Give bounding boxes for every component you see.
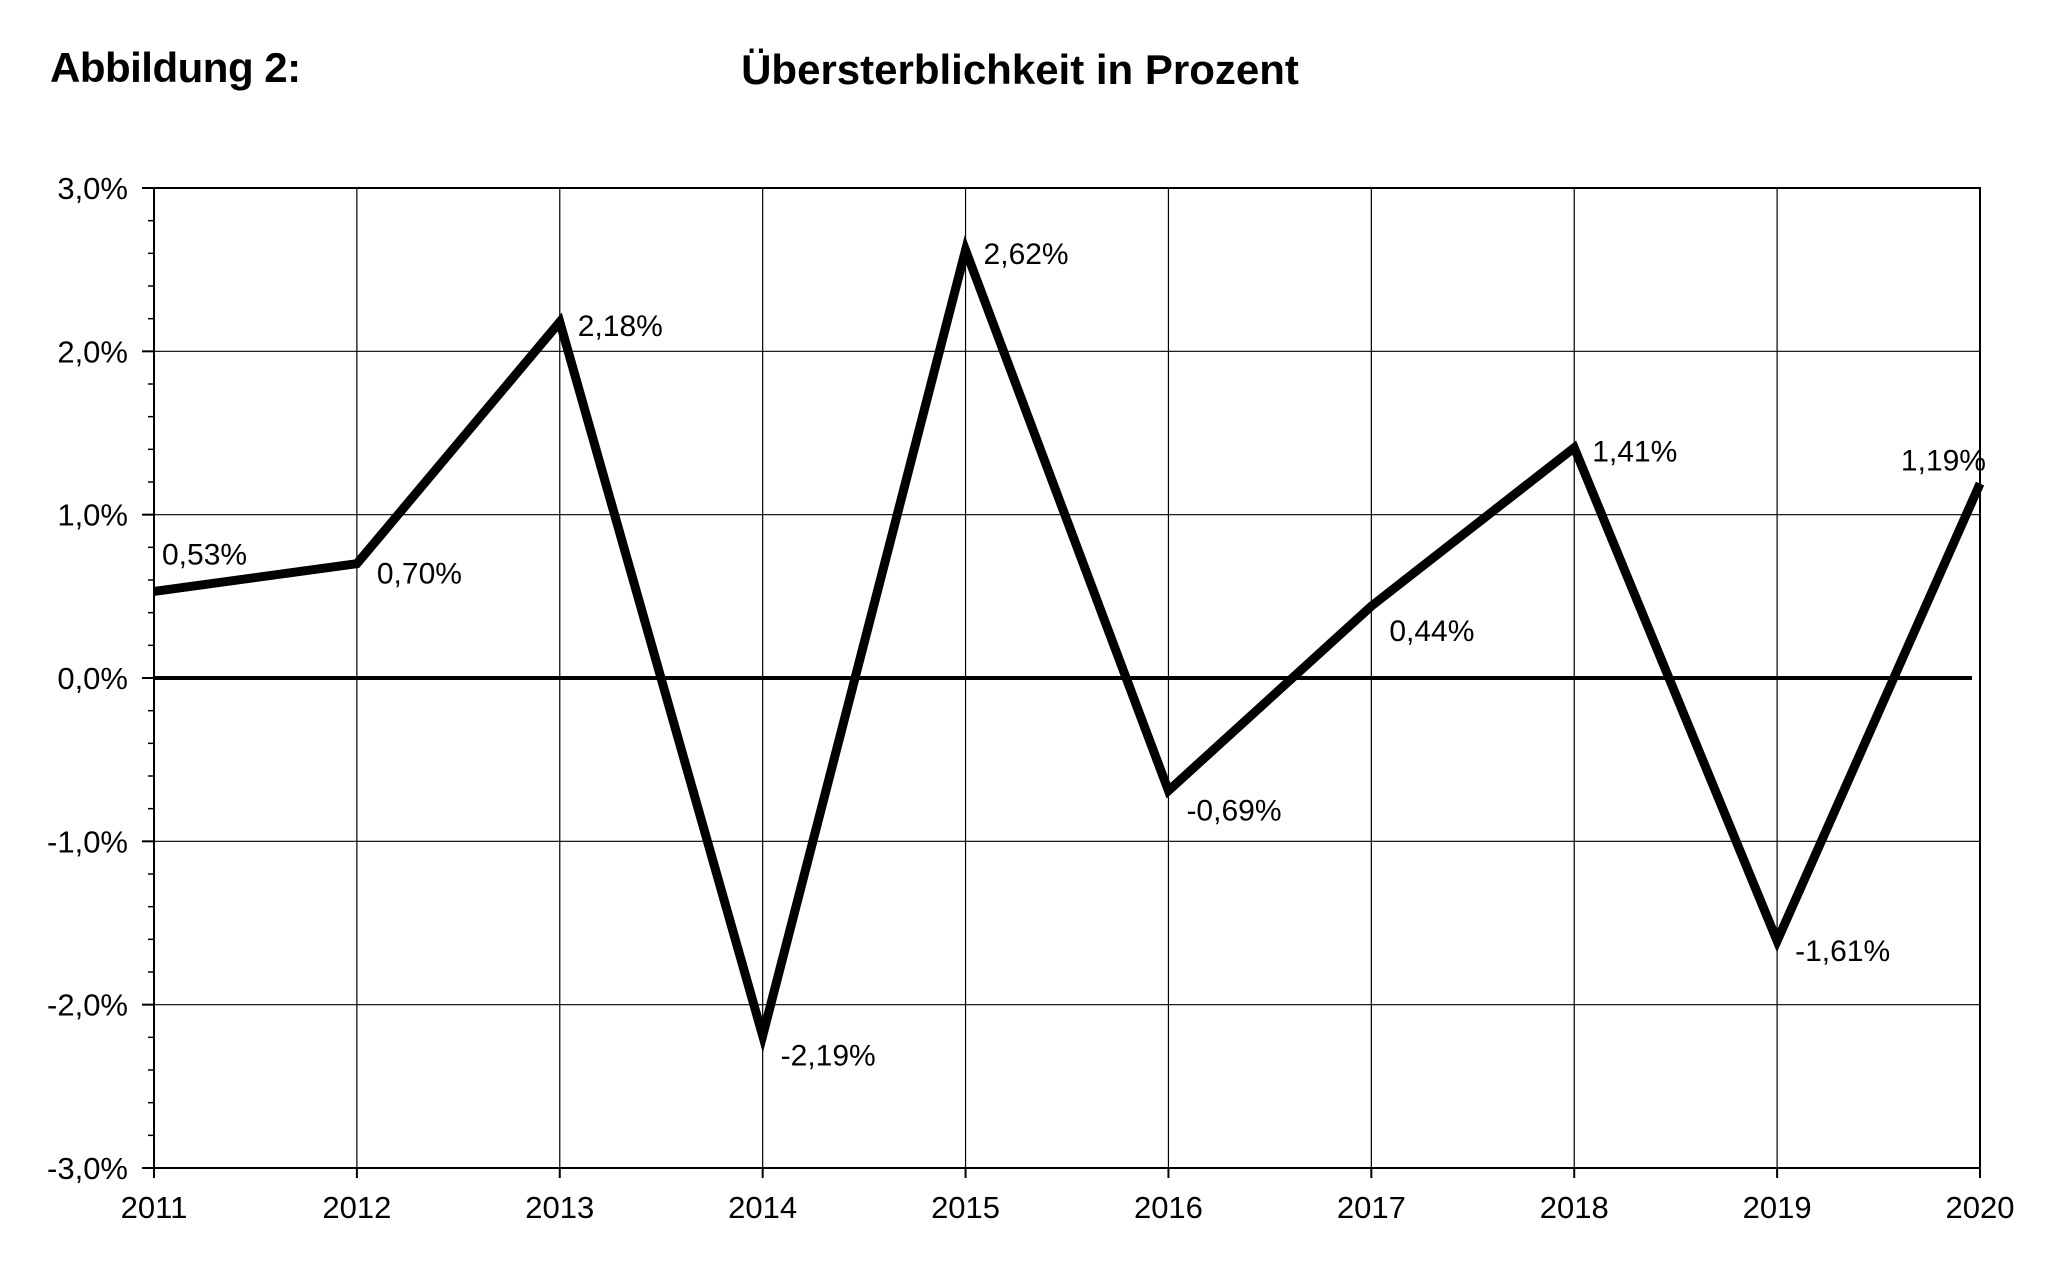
data-label: 2,18% bbox=[578, 310, 663, 343]
x-tick-label: 2018 bbox=[1540, 1190, 1609, 1225]
data-label: -0,69% bbox=[1186, 795, 1281, 828]
data-point bbox=[1776, 939, 1779, 942]
data-label: 2,62% bbox=[984, 238, 1069, 271]
axes bbox=[153, 187, 1981, 1169]
data-label: 0,53% bbox=[162, 538, 247, 571]
x-axis-ticks: 2011 2012 2013 2014 2015 2016 2017 2018 2019 2020 bbox=[121, 1168, 2015, 1225]
x-tick-label: 2013 bbox=[525, 1190, 594, 1225]
figure-label: Abbildung 2: bbox=[50, 44, 301, 91]
x-tick-label: 2020 bbox=[1946, 1190, 2015, 1225]
x-tick-label: 2019 bbox=[1743, 1190, 1812, 1225]
data-labels: 0,53% 0,70% 2,18% -2,19% 2,62% -0,69% 0,44% 1,4… bbox=[162, 238, 1986, 1073]
x-tick-label: 2014 bbox=[728, 1190, 797, 1225]
x-tick-label: 2012 bbox=[322, 1190, 391, 1225]
y-tick-label: 2,0% bbox=[57, 334, 128, 369]
data-point bbox=[1167, 789, 1170, 792]
y-tick-label: -2,0% bbox=[47, 988, 128, 1023]
data-point bbox=[964, 249, 967, 252]
y-tick-label: -1,0% bbox=[47, 824, 128, 859]
data-series bbox=[153, 235, 1985, 1053]
data-point bbox=[1573, 446, 1576, 449]
y-tick-label: 3,0% bbox=[57, 171, 128, 206]
data-point bbox=[355, 562, 358, 565]
chart-title: Übersterblichkeit in Prozent bbox=[741, 46, 1299, 93]
x-tick-label: 2015 bbox=[931, 1190, 1000, 1225]
y-axis-ticks: 3,0% 2,0% 1,0% 0,0% -1,0% -2,0% -3,0% bbox=[47, 171, 154, 1186]
series-line bbox=[153, 235, 1985, 1053]
data-point bbox=[558, 320, 561, 323]
data-label: 1,19% bbox=[1901, 445, 1986, 478]
x-tick-label: 2017 bbox=[1337, 1190, 1406, 1225]
y-tick-label: 0,0% bbox=[57, 661, 128, 696]
x-tick-label: 2011 bbox=[121, 1190, 188, 1225]
x-tick-label: 2016 bbox=[1134, 1190, 1203, 1225]
data-label: 0,44% bbox=[1389, 615, 1474, 648]
y-tick-label: 1,0% bbox=[57, 498, 128, 533]
data-point bbox=[153, 590, 155, 593]
data-label: -2,19% bbox=[781, 1040, 876, 1073]
data-label: 1,41% bbox=[1592, 436, 1677, 469]
data-label: -1,61% bbox=[1795, 935, 1890, 968]
data-point bbox=[761, 1034, 764, 1037]
data-point bbox=[1370, 605, 1373, 608]
data-label: 0,70% bbox=[377, 558, 462, 591]
data-point bbox=[1979, 482, 1981, 485]
y-tick-label: -3,0% bbox=[47, 1151, 128, 1186]
